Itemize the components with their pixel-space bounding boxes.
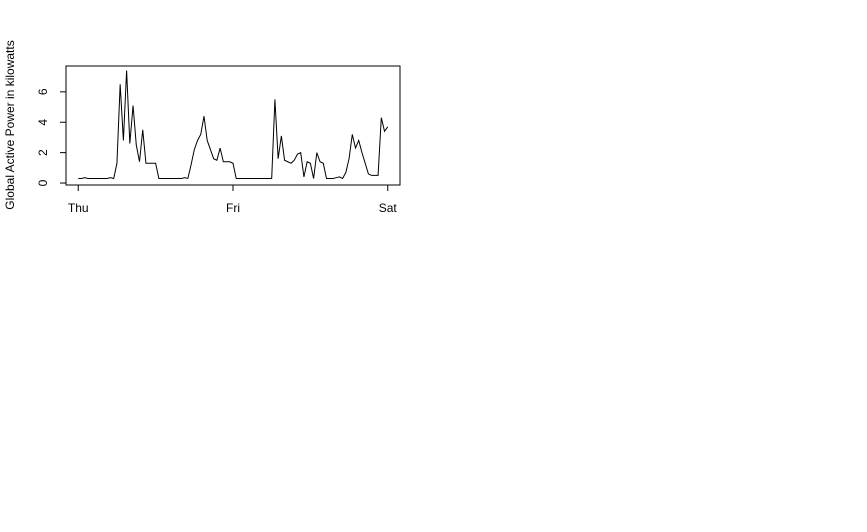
y-tick-label: 2 bbox=[36, 149, 50, 156]
x-tick-label: Fri bbox=[226, 201, 240, 215]
data-line bbox=[78, 70, 389, 180]
x-tick-label: Thu bbox=[68, 201, 89, 215]
y-axis-label: Global Active Power in kilowatts bbox=[3, 40, 17, 209]
y-tick-label: 0 bbox=[36, 179, 50, 186]
x-tick-label: Sat bbox=[379, 201, 398, 215]
y-tick-label: 4 bbox=[36, 119, 50, 126]
y-tick-label: 6 bbox=[36, 88, 50, 95]
